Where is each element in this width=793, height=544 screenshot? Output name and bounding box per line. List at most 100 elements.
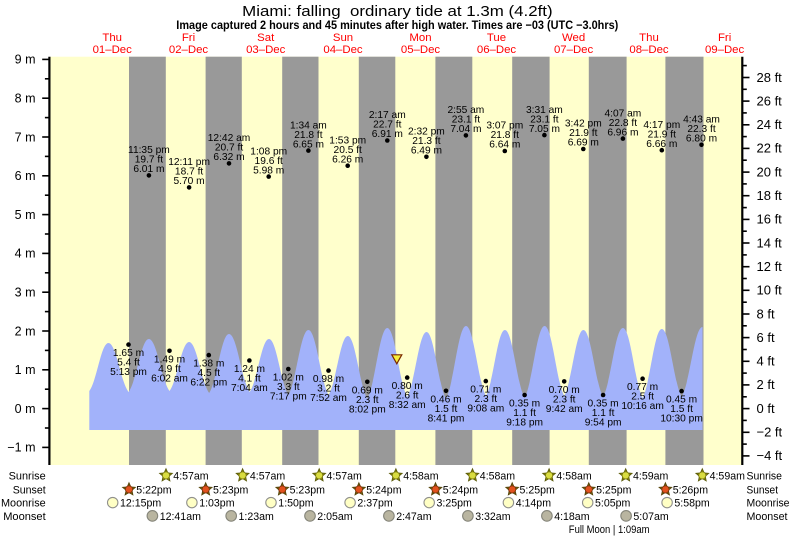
svg-text:5:23pm: 5:23pm — [290, 485, 326, 497]
svg-text:4:57am: 4:57am — [250, 471, 286, 483]
svg-text:4.9 ft: 4.9 ft — [158, 364, 181, 375]
svg-text:1.24 m: 1.24 m — [234, 364, 265, 375]
svg-text:6.91 m: 6.91 m — [372, 129, 403, 140]
svg-text:Fri: Fri — [718, 32, 731, 44]
svg-text:0.71 m: 0.71 m — [470, 385, 501, 396]
svg-text:2 ft: 2 ft — [757, 377, 775, 392]
svg-text:8:02 pm: 8:02 pm — [349, 404, 386, 415]
svg-text:10:30 pm: 10:30 pm — [660, 414, 702, 425]
svg-text:0.35 m: 0.35 m — [588, 399, 619, 410]
svg-text:3:25pm: 3:25pm — [437, 498, 473, 510]
svg-text:7.04 m: 7.04 m — [450, 124, 481, 135]
svg-text:20.5 ft: 20.5 ft — [334, 145, 362, 156]
svg-text:Tue: Tue — [487, 32, 506, 44]
svg-text:6.01 m: 6.01 m — [133, 164, 164, 175]
svg-text:7:04 am: 7:04 am — [231, 383, 268, 394]
svg-text:5.4 ft: 5.4 ft — [117, 358, 140, 369]
svg-text:22.8 ft: 22.8 ft — [609, 118, 637, 129]
svg-text:6:02 am: 6:02 am — [151, 373, 188, 384]
svg-text:07–Dec: 07–Dec — [554, 44, 594, 56]
svg-text:20 ft: 20 ft — [757, 164, 783, 179]
svg-text:4:59am: 4:59am — [710, 471, 746, 483]
svg-text:5:24pm: 5:24pm — [366, 485, 402, 497]
svg-text:6.64 m: 6.64 m — [489, 140, 520, 151]
svg-text:Image captured 2 hours and 45: Image captured 2 hours and 45 minutes af… — [176, 18, 618, 32]
svg-text:Sunset: Sunset — [747, 485, 779, 497]
svg-text:1:34 am: 1:34 am — [290, 120, 327, 131]
svg-text:3 m: 3 m — [15, 286, 36, 300]
svg-text:4:43 am: 4:43 am — [683, 115, 720, 126]
svg-text:Wed: Wed — [562, 32, 585, 44]
svg-text:6.49 m: 6.49 m — [411, 146, 442, 157]
svg-text:5:25pm: 5:25pm — [596, 485, 632, 497]
svg-text:6.80 m: 6.80 m — [686, 134, 717, 145]
svg-text:6.32 m: 6.32 m — [213, 152, 244, 163]
svg-text:8 m: 8 m — [15, 92, 36, 106]
svg-text:3:07 pm: 3:07 pm — [486, 121, 523, 132]
svg-text:23.1 ft: 23.1 ft — [530, 114, 558, 125]
svg-text:28 ft: 28 ft — [757, 70, 783, 85]
svg-text:6.26 m: 6.26 m — [332, 154, 363, 165]
svg-text:21.8 ft: 21.8 ft — [491, 130, 519, 141]
svg-text:Thu: Thu — [102, 32, 122, 44]
svg-text:12:11 pm: 12:11 pm — [168, 157, 210, 168]
svg-text:4:57am: 4:57am — [173, 471, 209, 483]
svg-text:5:05pm: 5:05pm — [595, 498, 631, 510]
svg-text:1 m: 1 m — [15, 363, 36, 377]
svg-text:1:08 pm: 1:08 pm — [250, 146, 287, 157]
svg-text:3:42 pm: 3:42 pm — [565, 119, 602, 130]
svg-text:0.70 m: 0.70 m — [549, 385, 580, 396]
svg-text:Moonset: Moonset — [747, 511, 789, 523]
svg-text:2:05am: 2:05am — [317, 511, 353, 523]
svg-text:3:32am: 3:32am — [475, 511, 511, 523]
svg-text:6 m: 6 m — [15, 169, 36, 183]
svg-text:5:26pm: 5:26pm — [673, 485, 709, 497]
svg-text:4:58am: 4:58am — [403, 471, 439, 483]
svg-text:19.6 ft: 19.6 ft — [255, 156, 283, 167]
svg-text:12:41am: 12:41am — [160, 511, 201, 523]
svg-text:9:18 pm: 9:18 pm — [506, 418, 543, 429]
svg-text:6:22 pm: 6:22 pm — [190, 378, 227, 389]
svg-text:08–Dec: 08–Dec — [629, 44, 669, 56]
svg-text:24 ft: 24 ft — [757, 117, 783, 132]
svg-text:9:42 am: 9:42 am — [546, 404, 583, 415]
svg-text:12:15pm: 12:15pm — [120, 498, 161, 510]
svg-text:8 ft: 8 ft — [757, 306, 775, 321]
svg-text:6.65 m: 6.65 m — [293, 139, 324, 150]
svg-text:21.9 ft: 21.9 ft — [569, 128, 597, 139]
svg-text:0.46 m: 0.46 m — [430, 394, 461, 405]
svg-text:05–Dec: 05–Dec — [401, 44, 441, 56]
svg-text:2:37pm: 2:37pm — [357, 498, 393, 510]
svg-text:9:08 am: 9:08 am — [467, 404, 504, 415]
svg-text:4:58am: 4:58am — [556, 471, 592, 483]
svg-text:5:24pm: 5:24pm — [443, 485, 479, 497]
svg-text:4:58am: 4:58am — [480, 471, 516, 483]
svg-text:1:03pm: 1:03pm — [199, 498, 235, 510]
svg-text:7:52 am: 7:52 am — [310, 393, 347, 404]
svg-text:1.49 m: 1.49 m — [154, 354, 185, 365]
svg-text:Mon: Mon — [409, 32, 431, 44]
svg-text:6.69 m: 6.69 m — [568, 138, 599, 149]
svg-text:21.8 ft: 21.8 ft — [294, 130, 322, 141]
svg-text:Moonset: Moonset — [3, 511, 46, 523]
svg-text:Moonrise: Moonrise — [1, 498, 46, 510]
svg-text:10 ft: 10 ft — [757, 283, 783, 298]
svg-text:0.45 m: 0.45 m — [666, 395, 697, 406]
svg-text:−2 ft: −2 ft — [757, 425, 783, 440]
svg-text:1:50pm: 1:50pm — [278, 498, 314, 510]
svg-text:09–Dec: 09–Dec — [705, 44, 745, 56]
svg-text:1.1 ft: 1.1 ft — [513, 408, 536, 419]
svg-text:6.96 m: 6.96 m — [607, 127, 638, 138]
svg-text:04–Dec: 04–Dec — [323, 44, 363, 56]
svg-text:1.38 m: 1.38 m — [193, 359, 224, 370]
svg-text:2:55 am: 2:55 am — [447, 105, 484, 116]
svg-text:0 ft: 0 ft — [757, 401, 775, 416]
svg-text:5.70 m: 5.70 m — [174, 176, 205, 187]
svg-text:18 ft: 18 ft — [757, 188, 783, 203]
svg-text:1.65 m: 1.65 m — [113, 348, 144, 359]
svg-text:10:16 am: 10:16 am — [621, 401, 663, 412]
svg-text:4.5 ft: 4.5 ft — [197, 368, 220, 379]
svg-text:−4 ft: −4 ft — [757, 448, 783, 463]
svg-text:18.7 ft: 18.7 ft — [175, 167, 203, 178]
svg-text:26 ft: 26 ft — [757, 93, 783, 108]
